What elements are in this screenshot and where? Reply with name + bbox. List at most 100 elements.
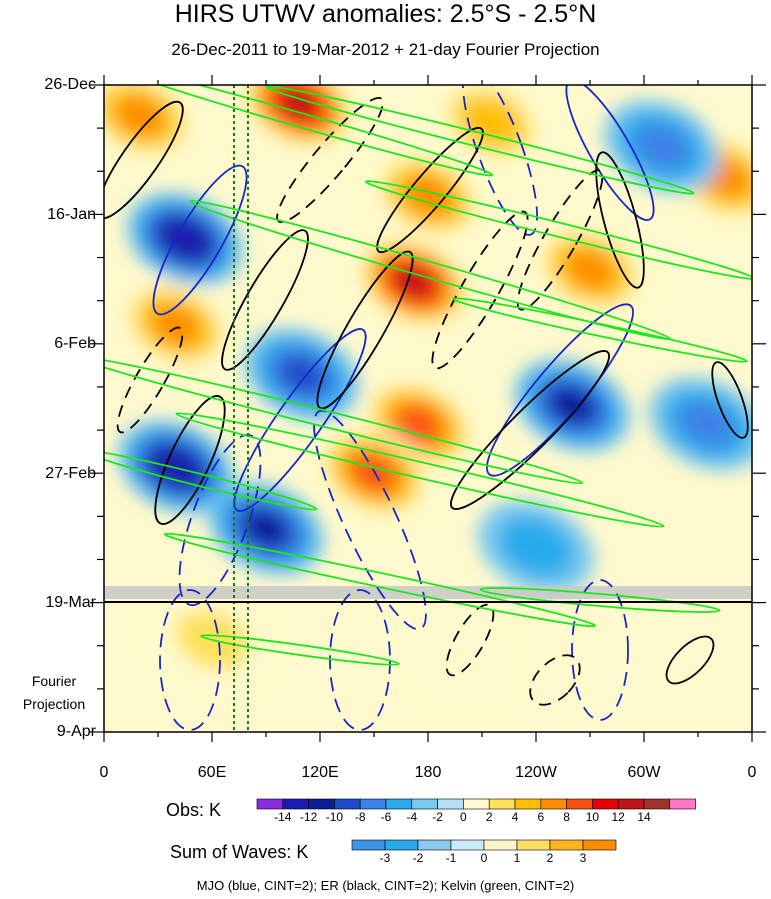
sum-colorbar bbox=[351, 839, 617, 851]
anomaly-blob bbox=[551, 388, 593, 422]
colorbar-label: 3 bbox=[579, 851, 587, 865]
x-label-180: 180 bbox=[414, 764, 442, 781]
colorbar-label: 0 bbox=[480, 851, 488, 865]
colorbar-label: -4 bbox=[406, 810, 418, 824]
y-label-26-dec: 26-Dec bbox=[44, 76, 96, 93]
obs-colorbar bbox=[256, 798, 696, 810]
er-contour bbox=[316, 250, 414, 410]
colorbar-box bbox=[417, 839, 452, 851]
er-contour bbox=[221, 229, 309, 371]
colorbar-label: 6 bbox=[537, 810, 545, 824]
colorbar-box bbox=[643, 798, 671, 810]
er-contour bbox=[450, 350, 610, 510]
x-label-60w: 60W bbox=[627, 764, 661, 781]
colorbar-label: 0 bbox=[460, 810, 467, 824]
kelvin-contour bbox=[104, 449, 318, 511]
mjo-contour bbox=[159, 589, 221, 731]
anomaly-blob bbox=[116, 96, 164, 135]
y-label-19-mar: 19-Mar bbox=[45, 594, 96, 611]
mjo-contour bbox=[565, 85, 655, 221]
colorbar-box bbox=[308, 798, 335, 810]
colorbar-box bbox=[516, 839, 551, 851]
x-label-0: 0 bbox=[99, 764, 109, 781]
colorbar-label: 8 bbox=[563, 810, 570, 824]
anomaly-blob bbox=[167, 224, 203, 254]
er-contour bbox=[529, 654, 581, 706]
er-contour bbox=[711, 361, 749, 439]
kelvin-contour bbox=[175, 412, 665, 528]
colorbar-box bbox=[540, 798, 567, 810]
y-label-6-feb: 6-Feb bbox=[54, 335, 96, 352]
er-contour bbox=[154, 395, 226, 525]
colorbar-box bbox=[411, 798, 438, 810]
er-contour bbox=[516, 169, 604, 311]
colorbar-label: -2 bbox=[412, 851, 424, 865]
anomaly-blob bbox=[158, 452, 194, 482]
colorbar-box bbox=[549, 839, 584, 851]
sum-colorbar-title: Sum of Waves: K bbox=[170, 842, 309, 862]
er-contour bbox=[431, 210, 529, 370]
colorbar-label: -10 bbox=[325, 810, 344, 824]
colorbar-label: 1 bbox=[513, 851, 521, 865]
colorbar-label: -3 bbox=[379, 851, 391, 865]
kelvin-contour bbox=[365, 180, 752, 280]
er-contour bbox=[276, 96, 384, 224]
colorbar-box bbox=[385, 798, 413, 810]
anomaly-blob bbox=[278, 355, 326, 394]
colorbar-label: 4 bbox=[511, 810, 519, 824]
colorbar-label: -2 bbox=[432, 810, 443, 824]
colorbar-label: -6 bbox=[380, 810, 392, 824]
fourier-projection-label: Fourier Projection bbox=[4, 670, 104, 716]
chart-subtitle: 26-Dec-2011 to 19-Mar-2012 + 21-day Four… bbox=[171, 40, 600, 59]
colorbar-box bbox=[488, 798, 516, 810]
anomaly-blob bbox=[462, 98, 520, 145]
fourier-label-line: Projection bbox=[22, 696, 86, 712]
er-contour bbox=[104, 100, 184, 220]
colorbar-label: 2 bbox=[485, 810, 493, 824]
colorbar-box bbox=[450, 839, 485, 851]
er-contour bbox=[665, 635, 715, 685]
er-contour bbox=[595, 151, 645, 289]
colorbar-label: 2 bbox=[546, 851, 554, 865]
x-label-0-end: 0 bbox=[747, 764, 757, 781]
kelvin-contour bbox=[265, 85, 695, 195]
colorbar-label: -14 bbox=[274, 810, 292, 824]
legend-footnote: MJO (blue, CINT=2); ER (black, CINT=2); … bbox=[196, 878, 575, 893]
obs-colorbar-title: Obs: K bbox=[166, 800, 222, 820]
colorbar-label: -1 bbox=[445, 851, 457, 865]
x-label-120w: 120W bbox=[515, 764, 557, 781]
er-contour bbox=[116, 326, 184, 434]
er-contour bbox=[445, 603, 495, 677]
colorbar-box bbox=[514, 798, 542, 810]
colorbar-box bbox=[592, 798, 619, 810]
colorbar-box bbox=[256, 798, 284, 810]
y-label-16-jan: 16-Jan bbox=[47, 206, 96, 223]
colorbar-box bbox=[483, 839, 518, 851]
kelvin-contour bbox=[479, 587, 721, 613]
colorbar-label: 10 bbox=[585, 810, 600, 824]
fourier-label-line: Fourier bbox=[31, 673, 77, 689]
missing-data-band bbox=[104, 586, 752, 599]
kelvin-contour bbox=[104, 355, 584, 485]
colorbar-box bbox=[351, 839, 386, 851]
anomaly-blob bbox=[396, 611, 514, 705]
anomaly-blob bbox=[498, 517, 574, 578]
kelvin-contour bbox=[452, 297, 748, 363]
anomaly-blob bbox=[152, 306, 200, 345]
colorbar-box bbox=[566, 798, 593, 810]
er-contour bbox=[376, 126, 484, 254]
colorbar-box bbox=[463, 798, 490, 810]
kelvin-contour bbox=[200, 634, 400, 666]
mjo-contour bbox=[178, 433, 262, 607]
y-label-9-apr: 9-Apr bbox=[56, 723, 96, 740]
colorbar-box bbox=[282, 798, 309, 810]
colorbar-box bbox=[617, 798, 645, 810]
mjo-contour bbox=[233, 328, 367, 512]
colorbar-label: -8 bbox=[354, 810, 366, 824]
y-label-27-feb: 27-Feb bbox=[45, 465, 96, 482]
mjo-contour bbox=[152, 164, 248, 316]
x-label-60e: 60E bbox=[197, 764, 227, 781]
colorbar-box bbox=[582, 839, 617, 851]
colorbar-label: 14 bbox=[637, 810, 651, 824]
